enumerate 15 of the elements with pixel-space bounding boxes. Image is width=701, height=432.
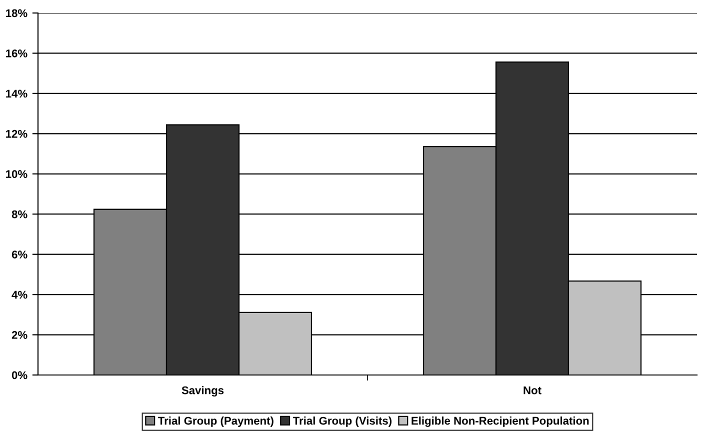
legend-label: Trial Group (Payment) <box>158 416 274 427</box>
legend-label: Trial Group (Visits) <box>292 416 392 427</box>
y-tick-label: 0% <box>12 371 28 380</box>
y-tick-label: 12% <box>6 130 28 138</box>
y-tick-label: 18% <box>6 9 28 18</box>
y-tick-label: 4% <box>12 290 28 299</box>
x-tick-label: Not <box>524 386 542 394</box>
y-tick-label: 14% <box>6 90 28 98</box>
x-tick-label: Savings <box>182 386 224 397</box>
y-tick-label: 2% <box>12 331 28 339</box>
y-tick-label: 16% <box>6 49 28 58</box>
y-tick-label: 10% <box>6 170 28 178</box>
y-tick-label: 8% <box>12 210 28 218</box>
y-tick-label: 6% <box>12 250 28 258</box>
legend-label: Eligible Non-Recipient Population <box>412 416 589 427</box>
